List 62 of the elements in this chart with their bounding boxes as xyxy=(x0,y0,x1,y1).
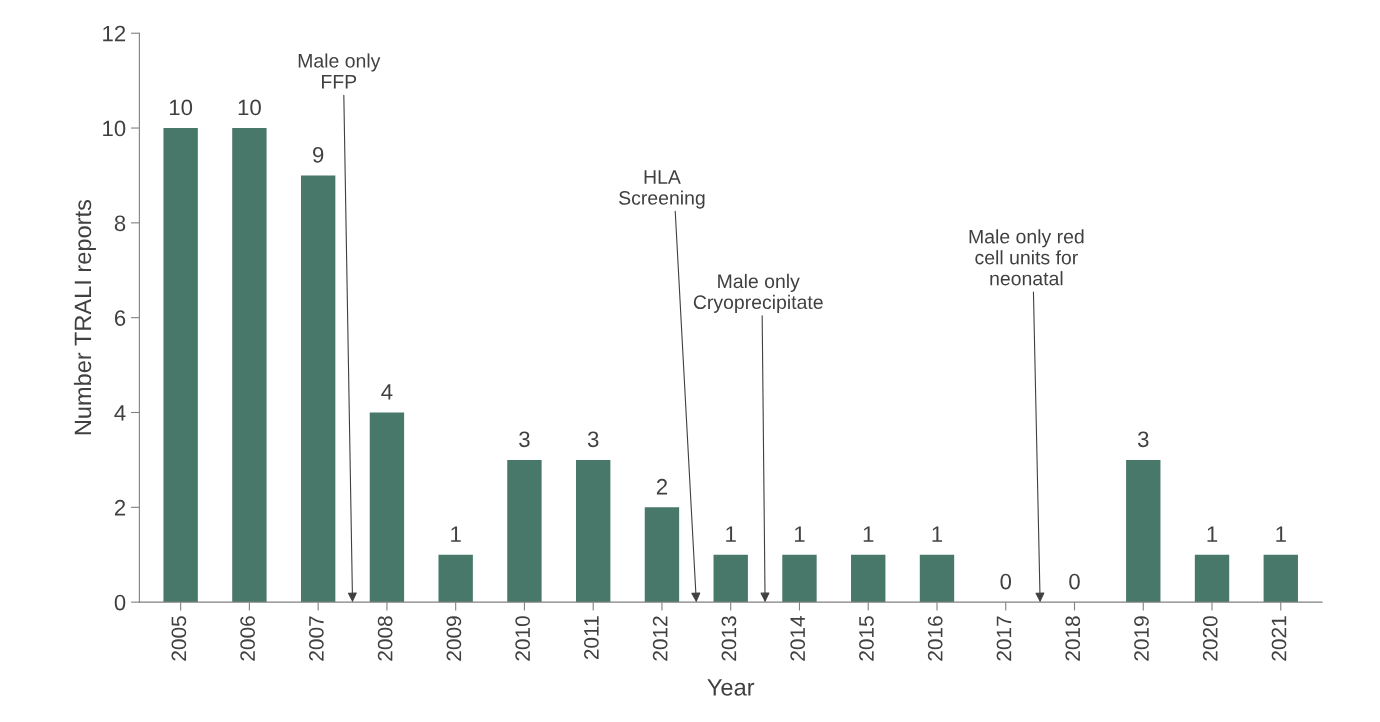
y-tick-label: 10 xyxy=(103,120,126,137)
data-label: 0 xyxy=(1000,573,1012,590)
annotation: Male only Cryoprecipitate xyxy=(693,273,823,313)
x-tick-label: 2017 xyxy=(996,616,1012,661)
bar xyxy=(851,554,886,603)
x-tick-label: 2015 xyxy=(859,616,874,661)
bar xyxy=(300,175,336,603)
data-label: 10 xyxy=(169,99,193,116)
y-tick-label: 4 xyxy=(114,405,126,421)
bar xyxy=(1126,459,1161,603)
y-axis-title: Number TRALI reports xyxy=(73,199,96,435)
x-tick-label: 2018 xyxy=(1065,616,1081,661)
y-tick-label: 12 xyxy=(103,25,126,42)
x-axis-title: Year xyxy=(707,679,755,696)
bar xyxy=(507,459,542,603)
y-tick-label: 2 xyxy=(114,499,126,516)
x-tick-label: 2011 xyxy=(584,616,599,660)
bar xyxy=(369,412,405,603)
y-tick-label: 6 xyxy=(114,310,126,326)
data-label: 3 xyxy=(587,431,599,448)
data-label: 1 xyxy=(794,526,805,542)
x-tick-label: 2005 xyxy=(171,616,187,661)
data-label: 4 xyxy=(381,384,393,400)
data-label: 3 xyxy=(519,431,530,448)
y-tick-label: 0 xyxy=(114,594,126,611)
x-tick-label: 2021 xyxy=(1271,616,1287,661)
bar xyxy=(576,459,611,603)
x-tick-label: 2019 xyxy=(1134,616,1149,661)
data-label: 1 xyxy=(1207,526,1218,542)
bar xyxy=(782,554,817,603)
data-label: 0 xyxy=(1069,573,1080,590)
data-label: 1 xyxy=(1276,526,1286,542)
annotation: Male only red cell units for neonatal xyxy=(969,229,1084,286)
x-tick-label: 2008 xyxy=(377,616,393,661)
bar xyxy=(163,128,198,603)
data-label: 10 xyxy=(238,99,261,116)
data-label: 1 xyxy=(863,526,874,542)
x-tick-label: 2007 xyxy=(308,616,324,661)
bar xyxy=(438,554,473,603)
data-label: 1 xyxy=(726,526,736,542)
data-label: 2 xyxy=(656,478,668,495)
x-tick-label: 2006 xyxy=(240,616,255,661)
data-label: 1 xyxy=(932,526,943,542)
data-label: 3 xyxy=(1137,431,1149,448)
bar xyxy=(644,507,680,603)
data-label: 9 xyxy=(313,146,324,163)
x-tick-label: 2010 xyxy=(515,616,531,661)
bar xyxy=(232,128,267,603)
x-tick-label: 2016 xyxy=(927,616,943,661)
bar xyxy=(1263,554,1298,603)
data-label: 1 xyxy=(451,526,461,542)
annotation: Male only FFP xyxy=(298,53,381,89)
x-tick-label: 2014 xyxy=(790,615,806,661)
bar xyxy=(919,554,955,603)
bar xyxy=(713,554,748,603)
x-tick-label: 2020 xyxy=(1202,616,1218,661)
x-tick-label: 2009 xyxy=(446,616,462,661)
y-tick-label: 8 xyxy=(114,215,126,232)
x-tick-label: 2013 xyxy=(721,616,737,661)
bar xyxy=(1194,554,1230,603)
annotation: HLA Screening xyxy=(619,170,705,209)
x-tick-label: 2012 xyxy=(652,616,668,661)
